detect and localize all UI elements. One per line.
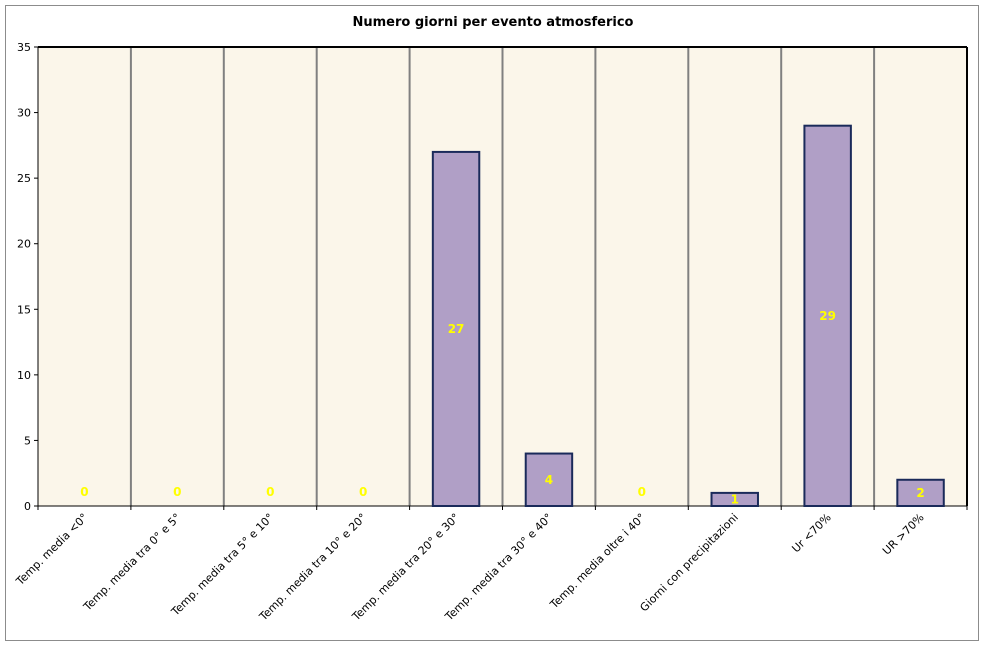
data-label: 29 xyxy=(819,309,836,323)
y-tick-label: 15 xyxy=(17,303,31,316)
bar xyxy=(803,124,852,508)
data-label: 1 xyxy=(731,492,739,506)
bar xyxy=(431,150,481,508)
data-label: 0 xyxy=(359,485,367,499)
y-tick-label: 35 xyxy=(17,41,31,54)
data-label: 0 xyxy=(173,485,181,499)
x-tick-label: Temp. media tra 30° e 40° xyxy=(442,511,555,624)
x-tick-label: Temp. media oltre i 40° xyxy=(547,511,648,612)
x-tick-label: Temp. media tra 20° e 30° xyxy=(349,511,462,624)
data-label: 0 xyxy=(638,485,646,499)
bar xyxy=(524,452,574,507)
chart-title: Numero giorni per evento atmosferico xyxy=(352,15,634,30)
bar xyxy=(896,478,945,507)
data-label: 0 xyxy=(80,485,88,499)
data-label: 27 xyxy=(448,322,465,336)
y-tick-label: 0 xyxy=(24,500,31,513)
data-label: 4 xyxy=(545,473,553,487)
data-label: 0 xyxy=(266,485,274,499)
y-tick-label: 30 xyxy=(17,107,31,120)
x-tick-label: Temp. media tra 10° e 20° xyxy=(256,511,369,624)
x-tick-label: Giorni con precipitazioni xyxy=(637,511,740,614)
y-tick-label: 25 xyxy=(17,172,31,185)
y-tick-label: 10 xyxy=(17,369,31,382)
data-label: 2 xyxy=(916,486,924,500)
y-tick-label: 5 xyxy=(24,434,31,447)
x-tick-label: Temp. media <0° xyxy=(13,511,91,589)
x-tick-label: Ur <70% xyxy=(789,511,833,555)
x-tick-label: Temp. media tra 0° e 5° xyxy=(80,511,183,614)
x-tick-label: Temp. media tra 5° e 10° xyxy=(168,511,276,619)
bar xyxy=(710,491,759,507)
x-tick-label: UR >70% xyxy=(880,511,927,558)
y-tick-label: 20 xyxy=(17,238,31,251)
